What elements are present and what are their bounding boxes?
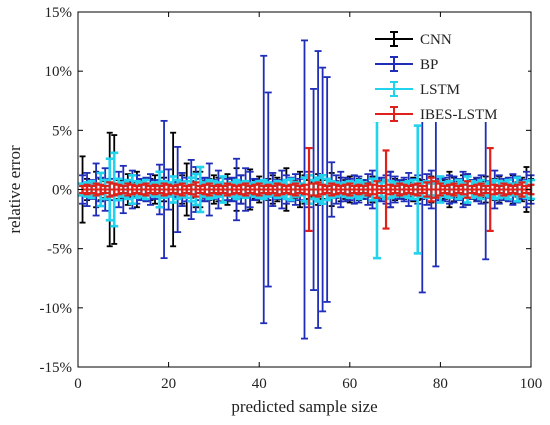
legend: CNN BP LSTM IBES-LSTM (368, 22, 528, 123)
y-axis-label: relative error (5, 145, 24, 234)
series-layer (78, 39, 535, 340)
y-tick-label: -10% (40, 301, 73, 317)
y-tick-label: 10% (45, 64, 73, 80)
legend-item: IBES-LSTM (375, 106, 498, 123)
series-ibes-lstm (79, 146, 535, 233)
x-axis-label: predicted sample size (231, 397, 377, 416)
axis-layer: 0 20 40 60 80 100 -15% -10% -5% 0% 5% 10% 15% (40, 5, 543, 392)
x-tick-label: 60 (342, 376, 357, 392)
legend-item: CNN (375, 31, 452, 48)
x-tick-label: 100 (520, 376, 543, 392)
x-tick-label: 40 (252, 376, 267, 392)
y-tick-label: 0% (52, 183, 72, 199)
legend-label: CNN (420, 32, 452, 48)
y-tick-label: 15% (45, 5, 73, 21)
y-tick-label: 5% (52, 123, 72, 139)
y-tick-label: -15% (40, 360, 73, 376)
x-tick-label: 20 (161, 376, 176, 392)
legend-label: IBES-LSTM (420, 107, 498, 123)
legend-item: BP (375, 56, 438, 73)
legend-item: LSTM (375, 81, 460, 98)
legend-label: LSTM (420, 82, 460, 98)
legend-label: BP (420, 57, 438, 73)
y-tick-label: -5% (47, 242, 72, 258)
x-tick-label: 0 (74, 376, 82, 392)
x-tick-label: 80 (433, 376, 448, 392)
